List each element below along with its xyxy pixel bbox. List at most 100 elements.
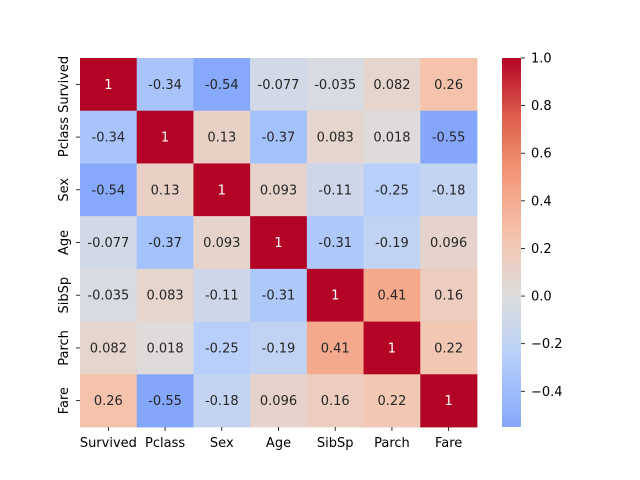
cell-annotation: 1 <box>331 289 339 304</box>
colorbar-gradient <box>502 58 521 427</box>
y-tick-label: Age <box>57 230 72 255</box>
y-tick-label: Pclass <box>57 117 72 157</box>
heatmap-cell <box>306 110 364 164</box>
cell-annotation: -0.18 <box>205 394 239 409</box>
heatmap-cell <box>420 216 478 270</box>
cell-annotation: -0.31 <box>318 236 352 251</box>
cell-annotation: -0.55 <box>432 131 466 146</box>
cell-annotation: 0.018 <box>373 131 410 146</box>
cell-annotation: 0.018 <box>146 341 183 356</box>
heatmap-cell <box>420 374 478 428</box>
cell-annotation: -0.035 <box>87 289 129 304</box>
cell-annotation: 1 <box>274 236 282 251</box>
x-axis: Survived Pclass Sex Age SibSp Parch Fare <box>80 427 462 451</box>
heatmap-cell <box>136 216 194 270</box>
heatmap-cell <box>136 321 194 375</box>
heatmap-cell <box>306 374 364 428</box>
colorbar-tick-label: 0.0 <box>531 290 552 305</box>
heatmap-cell <box>363 374 421 428</box>
cell-annotation: 1 <box>388 341 396 356</box>
heatmap-cell <box>420 321 478 375</box>
colorbar-tick-label: −0.4 <box>531 385 563 400</box>
x-tick-label: Parch <box>374 436 410 451</box>
y-tick-label: Parch <box>57 330 72 366</box>
y-tick-label: SibSp <box>57 277 72 314</box>
cell-annotation: 0.26 <box>434 78 463 93</box>
heatmap-cell <box>193 110 251 164</box>
y-tick-label: Survived <box>57 56 72 113</box>
x-tick-label: SibSp <box>317 436 354 451</box>
cell-annotation: -0.37 <box>148 236 182 251</box>
cell-annotation: -0.11 <box>318 183 352 198</box>
heatmap-cell <box>80 321 138 375</box>
cell-annotation: 0.22 <box>434 341 463 356</box>
cell-annotation: 0.26 <box>94 394 123 409</box>
cell-annotation: 0.083 <box>146 289 183 304</box>
colorbar-tick-label: 0.2 <box>531 242 552 257</box>
heatmap-cell <box>80 58 138 112</box>
heatmap-cell <box>136 58 194 112</box>
cell-annotation: 0.082 <box>90 341 127 356</box>
cell-annotation: -0.34 <box>92 131 126 146</box>
cell-annotation: 0.096 <box>430 236 467 251</box>
cell-annotation: -0.37 <box>262 131 296 146</box>
cell-annotation: 0.093 <box>203 236 240 251</box>
colorbar: −0.4 −0.2 0.0 0.2 0.4 0.6 0.8 1.0 <box>502 52 563 427</box>
x-tick-label: Pclass <box>145 436 185 451</box>
colorbar-tick-label: 1.0 <box>531 52 552 67</box>
cell-annotation: 1 <box>444 394 452 409</box>
y-tick-label: Fare <box>57 387 72 414</box>
cell-annotation: 0.082 <box>373 78 410 93</box>
x-tick-label: Survived <box>80 436 137 451</box>
heatmap-cell <box>420 163 478 217</box>
cell-annotation: 1 <box>161 131 169 146</box>
heatmap-cell <box>250 58 308 112</box>
cell-annotation: -0.035 <box>314 78 356 93</box>
cell-annotation: -0.19 <box>262 341 296 356</box>
heatmap-cell <box>136 110 194 164</box>
heatmap-cell <box>80 110 138 164</box>
cell-annotation: -0.34 <box>148 78 182 93</box>
heatmap-cell <box>420 58 478 112</box>
heatmap-cell <box>250 110 308 164</box>
y-tick-label: Sex <box>57 178 72 202</box>
heatmap-cell <box>363 58 421 112</box>
cell-annotation: -0.25 <box>205 341 239 356</box>
heatmap-cell <box>250 321 308 375</box>
colorbar-tick-label: 0.4 <box>531 194 552 209</box>
x-tick-label: Sex <box>210 436 234 451</box>
heatmap-cell <box>80 268 138 322</box>
heatmap-cell <box>420 268 478 322</box>
heatmap-cell <box>250 163 308 217</box>
heatmap-cell <box>193 374 251 428</box>
cell-annotation: 0.13 <box>207 131 236 146</box>
cell-annotation: 0.096 <box>260 394 297 409</box>
heatmap-cell <box>363 163 421 217</box>
cell-annotation: -0.54 <box>92 183 126 198</box>
heatmap-cell <box>250 216 308 270</box>
cell-annotation: 0.41 <box>377 289 406 304</box>
heatmap-cells <box>80 58 478 428</box>
colorbar-tick-label: 0.6 <box>531 147 552 162</box>
heatmap-cell <box>306 216 364 270</box>
cell-annotation: -0.55 <box>148 394 182 409</box>
heatmap-cell <box>420 110 478 164</box>
cell-annotation: -0.19 <box>375 236 409 251</box>
heatmap-cell <box>306 268 364 322</box>
heatmap-cell <box>193 58 251 112</box>
heatmap-cell <box>250 374 308 428</box>
cell-annotation: -0.077 <box>87 236 129 251</box>
x-tick-label: Fare <box>435 436 462 451</box>
heatmap-cell <box>363 110 421 164</box>
heatmap-cell <box>136 374 194 428</box>
heatmap-cell <box>193 268 251 322</box>
heatmap-cell <box>363 321 421 375</box>
cell-annotation: 0.093 <box>260 183 297 198</box>
heatmap-cell <box>136 163 194 217</box>
colorbar-tick-label: 0.8 <box>531 99 552 114</box>
heatmap-cell <box>193 163 251 217</box>
heatmap-cell <box>80 216 138 270</box>
cell-annotation: 1 <box>104 78 112 93</box>
cell-annotation: 0.41 <box>321 341 350 356</box>
